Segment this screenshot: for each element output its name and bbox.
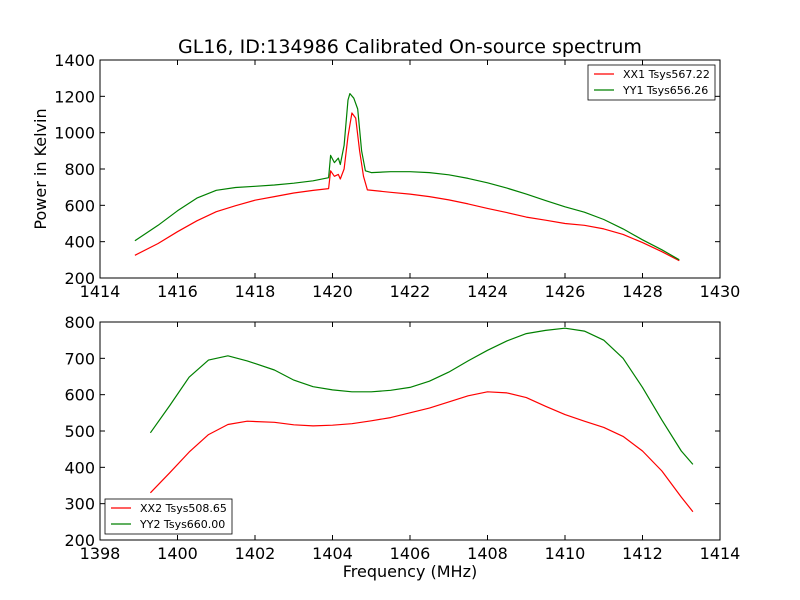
top-x-tick-label: 1418 (235, 282, 276, 301)
top-y-axis-label: Power in Kelvin (31, 108, 50, 229)
top-series-line-2 (134, 92, 680, 261)
bottom-y-tick-label: 300 (64, 495, 95, 514)
top-series-line-1 (134, 112, 680, 262)
bottom-y-tick-label: 500 (64, 422, 95, 441)
top-x-tick-label: 1420 (312, 282, 353, 301)
top-plot-frame (99, 59, 721, 279)
top-x-tick-label: 1416 (157, 282, 198, 301)
bottom-y-tick-label: 400 (64, 458, 95, 477)
top-y-tick-label: 800 (64, 160, 95, 179)
top-x-tick-label: 1424 (467, 282, 508, 301)
top-y-tick-label: 1200 (54, 87, 95, 106)
bottom-x-tick-label: 1414 (700, 544, 741, 563)
top-x-tick-label: 1422 (390, 282, 431, 301)
bottom-x-tick-label: 1398 (80, 544, 121, 563)
bottom-x-tick-label: 1412 (622, 544, 663, 563)
bottom-x-axis-label: Frequency (MHz) (343, 562, 477, 581)
top-x-tick-label: 1428 (622, 282, 663, 301)
bottom-x-tick-label: 1400 (157, 544, 198, 563)
top-y-tick-label: 600 (64, 196, 95, 215)
legend-label-xx1: XX1 Tsys567.22 (623, 68, 710, 81)
bottom-x-tick-label: 1404 (312, 544, 353, 563)
top-y-tick-label: 1400 (54, 51, 95, 70)
top-legend-box (587, 64, 716, 101)
top-y-tick-label: 400 (64, 233, 95, 252)
bottom-y-tick-label: 600 (64, 386, 95, 405)
top-x-tick-label: 1426 (545, 282, 586, 301)
bottom-legend-box (104, 498, 233, 535)
top-y-tick-label: 200 (64, 269, 95, 288)
legend-label-yy2: YY2 Tsys660.00 (139, 518, 225, 531)
top-legend: XX1 Tsys567.22 YY1 Tsys656.26 (587, 64, 716, 101)
bottom-y-tick-label: 700 (64, 349, 95, 368)
legend-label-xx2: XX2 Tsys508.65 (140, 502, 227, 515)
bottom-series-line-2 (149, 327, 694, 465)
legend-label-yy1: YY1 Tsys656.26 (622, 84, 708, 97)
bottom-series-line-1 (149, 391, 694, 513)
top-subplot: GL16, ID:134986 Calibrated On-source spe… (31, 36, 740, 301)
bottom-plot-frame (99, 321, 721, 541)
top-plot-lines (134, 92, 680, 262)
bottom-y-tick-label: 800 (64, 313, 95, 332)
bottom-x-tick-label: 1408 (467, 544, 508, 563)
bottom-x-tick-label: 1402 (235, 544, 276, 563)
top-plot-title: GL16, ID:134986 Calibrated On-source spe… (178, 36, 642, 58)
bottom-subplot: Frequency (MHz) 1398 1400 1402 1404 1406 1408… (64, 313, 740, 581)
top-x-tick-label: 1430 (700, 282, 741, 301)
bottom-x-tick-label: 1410 (545, 544, 586, 563)
bottom-legend: XX2 Tsys508.65 YY2 Tsys660.00 (104, 498, 233, 535)
top-y-tick-label: 1000 (54, 124, 95, 143)
top-x-tick-label: 1414 (80, 282, 121, 301)
bottom-plot-lines (149, 327, 694, 513)
bottom-x-tick-label: 1406 (390, 544, 431, 563)
top-plot-ticks: 1414 1416 1418 1420 1422 1424 1426 1428 1430 200 4… (54, 51, 740, 301)
bottom-y-tick-label: 200 (64, 531, 95, 550)
